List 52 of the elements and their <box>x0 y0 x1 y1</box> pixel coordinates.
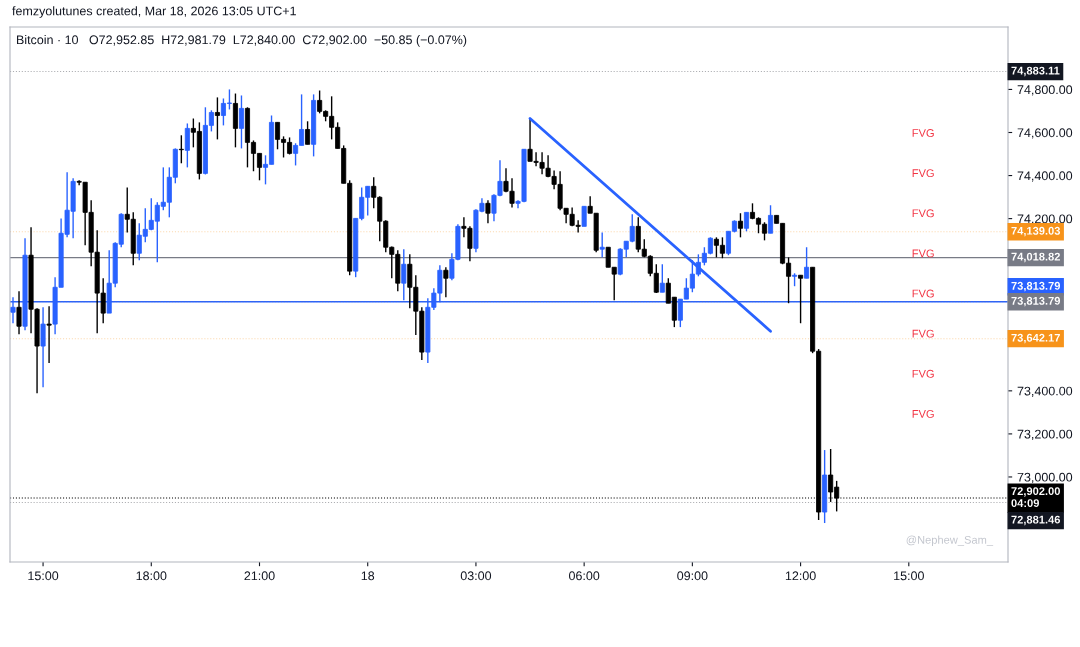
ref-line-label: 73,813.79 <box>1011 296 1061 307</box>
y-tick-label: 74,600.00 <box>1017 128 1073 139</box>
annotation: @Nephew_Sam_ <box>906 535 994 546</box>
text: Bitcoin · 10 O72,952.85 H72,981.79 L72,840.00 C72,902.00 −50.85 (−0.07%) <box>17 35 467 47</box>
y-tick-label: 74,800.00 <box>1017 85 1073 96</box>
x-tick-label: 03:00 <box>460 571 492 581</box>
annotation: FVG <box>912 329 934 338</box>
candlestick <box>305 120 311 146</box>
candlestick <box>737 212 743 239</box>
x-tick-label: 06:00 <box>569 571 600 581</box>
chart-subtitle: femzyolutunes created, Mar 18, 2026 13:05 UTC+1 <box>12 6 296 18</box>
candlestick <box>768 204 774 234</box>
candlestick <box>184 122 190 169</box>
annotation: FVG <box>912 409 934 418</box>
annotation: FVG <box>912 169 934 178</box>
x-tick-label: 18 <box>361 571 375 581</box>
x-tick-label: 09:00 <box>677 571 708 581</box>
ref-line-label: 72,881.46 <box>1011 515 1061 526</box>
y-tick-label: 73,200.00 <box>1017 429 1073 441</box>
y-tick-label: 74,400.00 <box>1017 171 1073 182</box>
ref-line-label: 73,813.79 <box>1011 281 1061 292</box>
candlestick <box>804 246 810 279</box>
candlestick <box>798 274 804 324</box>
candlestick <box>599 231 605 259</box>
x-tick-label: 18:00 <box>136 571 167 581</box>
x-tick-label: 15:00 <box>28 571 59 581</box>
ref-line-label: 74,018.82 <box>1011 252 1060 263</box>
annotation: FVG <box>912 129 934 137</box>
annotation: FVG <box>912 289 934 298</box>
candlestick <box>214 96 220 141</box>
candlestick <box>443 266 449 298</box>
x-tick-label: 12:00 <box>785 571 816 581</box>
candlestick <box>659 263 665 293</box>
candlestick <box>46 305 52 364</box>
candlestick <box>581 205 587 228</box>
x-tick-label: 21:00 <box>244 571 275 581</box>
candlestick <box>485 199 491 225</box>
ref-line-label: 74,139.03 <box>1011 226 1061 237</box>
y-tick-label: 73,000.00 <box>1017 472 1073 484</box>
ref-line-label: 73,642.17 <box>1011 333 1060 344</box>
x-tick-label: 15:00 <box>894 571 924 581</box>
annotation: FVG <box>912 369 934 378</box>
candlestick <box>743 211 749 233</box>
candlestick <box>40 306 46 388</box>
y-tick-label: 74,200.00 <box>1017 214 1073 225</box>
ref-line-label: 74,883.11 <box>1011 66 1060 77</box>
y-tick-label: 73,400.00 <box>1017 386 1073 397</box>
candlestick <box>238 94 244 150</box>
annotation: FVG <box>912 209 934 218</box>
ref-line-label: 72,902.00 04:09 <box>1011 487 1060 508</box>
annotation: FVG <box>912 249 934 258</box>
candlestick <box>16 290 22 335</box>
